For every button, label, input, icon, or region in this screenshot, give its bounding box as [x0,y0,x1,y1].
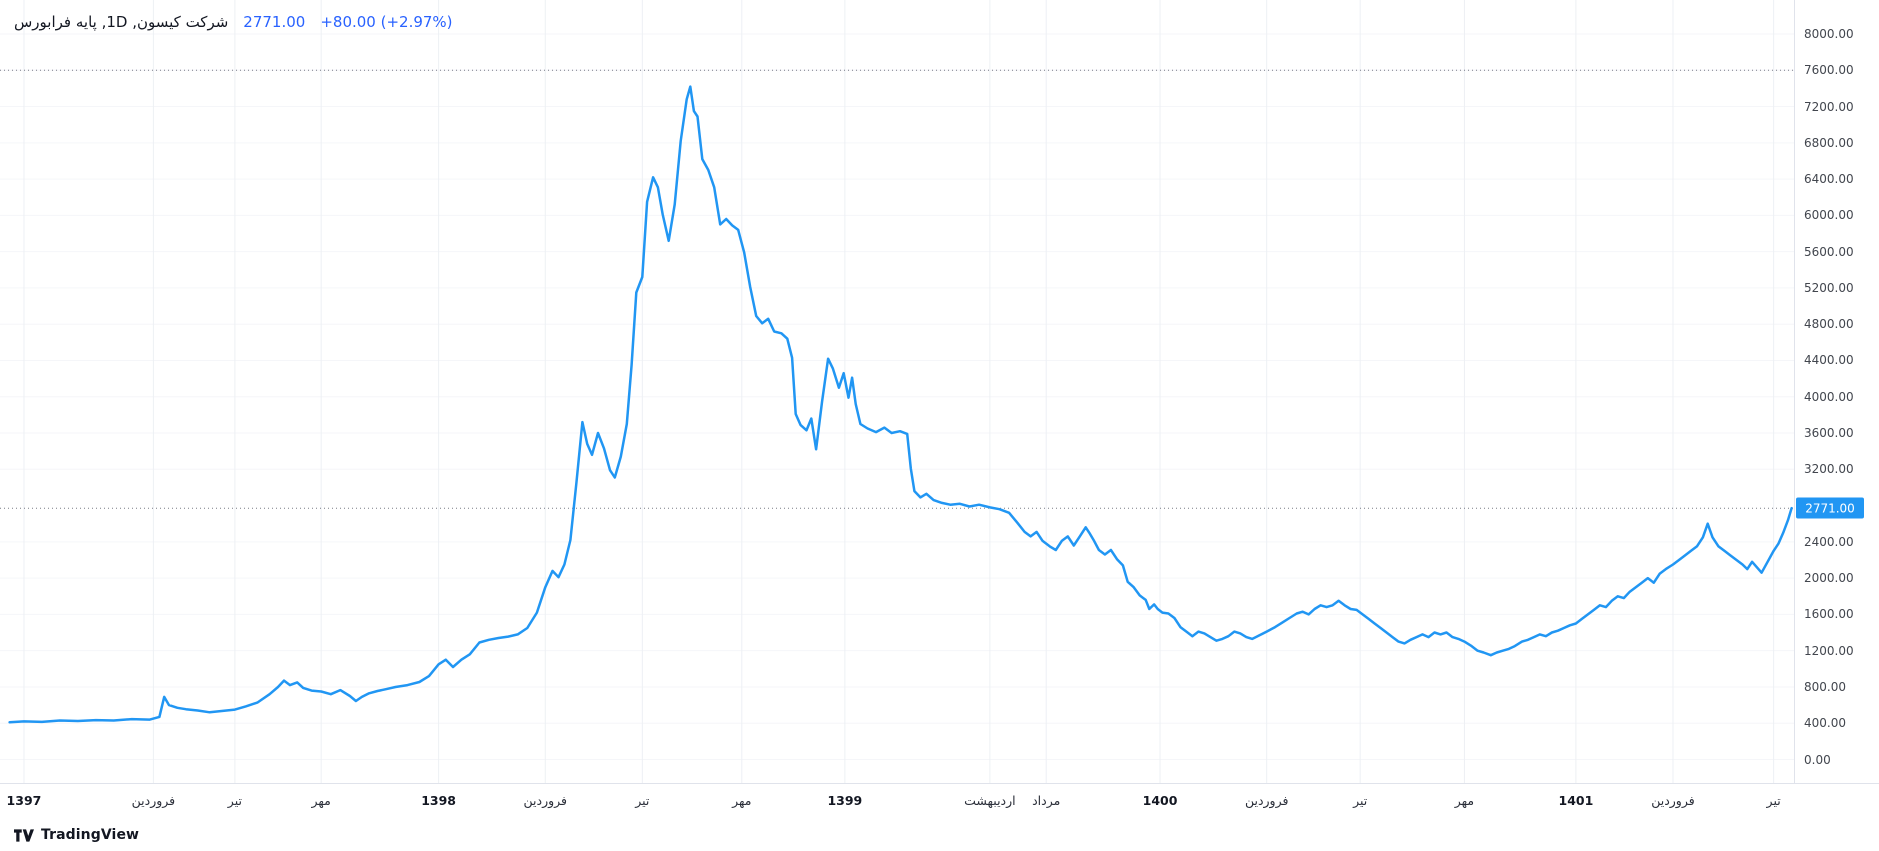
price-axis[interactable]: 2771.00 8000.00 7600.00 7200.00 6800.00 6400… [1794,0,1879,783]
price-axis-label: 1200.00 [1804,643,1854,658]
time-axis-label: تیر [1353,793,1368,808]
price-axis-label: 8000.00 [1804,27,1854,41]
price-axis-label: 6800.00 [1804,135,1854,150]
time-axis-label: تیر [227,793,242,808]
time-axis-label: 1398 [421,793,457,808]
price-axis-label: 4400.00 [1804,353,1854,368]
tradingview-wordmark: TradingView [41,827,140,843]
tradingview-logo[interactable]: TradingView [14,827,139,843]
symbol-header: شرکت کیسون, 1D, پایه فرابورس 2771.00 +80… [14,13,453,31]
price-axis-label: 7200.00 [1804,99,1854,114]
time-axis-label: فروردین [1651,793,1695,808]
last-price-value: 2771.00 [243,13,306,31]
price-axis-label: 400.00 [1804,716,1846,731]
price-axis-label: 3200.00 [1804,462,1854,477]
price-axis-label: 0.00 [1804,752,1831,767]
chart-pane[interactable]: شرکت کیسون, 1D, پایه فرابورس 2771.00 +80… [0,0,1794,843]
last-price-badge: 2771.00 [1796,497,1864,519]
price-axis-label: 4000.00 [1804,389,1854,404]
price-axis-label: 2400.00 [1804,534,1854,549]
price-axis-label: 3600.00 [1804,426,1854,441]
price-axis-label: 6400.00 [1804,172,1854,187]
time-axis-label: 1397 [6,793,42,808]
time-axis-label: فروردین [1244,793,1289,808]
price-series-line [8,85,1793,724]
time-axis-label: 1399 [827,793,863,808]
last-price-badge-label: 2771.00 [1805,501,1855,516]
price-change-value: +80.00 (+2.97%) [320,13,453,31]
time-axis-label: 1401 [1558,793,1594,808]
time-axis-label: 1400 [1142,793,1178,808]
time-axis-label: تیر [635,793,650,808]
price-axis-label: 1600.00 [1804,607,1854,622]
time-axis-label: فروردین [131,793,176,808]
price-axis-label: 5600.00 [1804,244,1854,259]
time-axis-label: مرداد [1032,793,1061,808]
time-axis[interactable]: 1397 فروردین تیر مهر 1398 فروردین تیر مهر 1399 ار… [0,783,1879,851]
time-axis-label: مهر [311,793,331,808]
tradingview-mark-icon [14,828,34,842]
symbol-title[interactable]: شرکت کیسون, 1D, پایه فرابورس [14,13,229,31]
time-axis-label: مهر [1454,793,1475,808]
time-axis-label: فروردین [523,793,568,808]
price-axis-label: 2000.00 [1804,571,1854,586]
price-axis-label: 800.00 [1804,679,1846,694]
price-axis-label: 6000.00 [1804,208,1854,223]
price-axis-label: 7600.00 [1804,63,1854,78]
time-axis-label: اردیبهشت [964,793,1016,808]
time-axis-label: تیر [1766,793,1781,808]
time-axis-label: مهر [732,793,752,808]
price-axis-label: 5200.00 [1804,280,1854,295]
price-axis-label: 4800.00 [1804,317,1854,332]
price-line-chart[interactable] [0,0,1794,783]
